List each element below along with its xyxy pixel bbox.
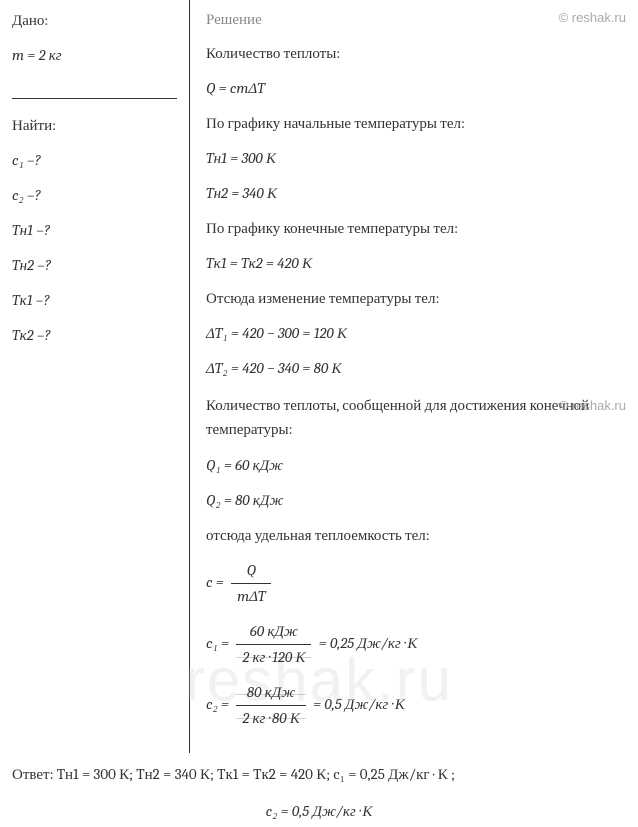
unknown-c1: c₁ –?: [12, 150, 177, 171]
c-formula-den: mΔT: [231, 584, 271, 607]
delta-label: Отсюда изменение температуры тел:: [206, 288, 622, 309]
final-temps-label: По графику конечные температуры тел:: [206, 218, 622, 239]
mass-value: m = 2 кг: [12, 45, 177, 66]
unknown-tn2: Tн2 –?: [12, 255, 177, 276]
c2-rhs: = 0,5 Дж/кг · К: [313, 695, 405, 713]
answer-line1: Ответ: Tн1 = 300 К; Tн2 = 340 К; Tк1 = T…: [0, 753, 638, 796]
unknown-tn1: Tн1 –?: [12, 220, 177, 241]
watermark-top: © reshak.ru: [559, 10, 626, 25]
c2-calc: c₂ = 80 кДж 2 кг · 80 К = 0,5 Дж/кг · К: [206, 682, 622, 729]
c1-num: 60 кДж: [236, 621, 311, 645]
find-label: Найти:: [12, 115, 177, 136]
dt1-value: ΔT₁ = 420 − 300 = 120 К: [206, 323, 622, 344]
q1-value: Q₁ = 60 кДж: [206, 455, 622, 476]
unknown-tk1: Tк1 –?: [12, 290, 177, 311]
c2-num: 80 кДж: [236, 682, 305, 706]
solution-column: Решение Количество теплоты: Q = cmΔT По …: [190, 0, 638, 753]
c2-lhs: c₂ =: [206, 695, 229, 713]
dt2-value: ΔT₂ = 420 − 340 = 80 К: [206, 358, 622, 379]
tn2-value: Tн2 = 340 К: [206, 183, 622, 204]
c1-calc: c₁ = 60 кДж 2 кг · 120 К = 0,25 Дж/кг · …: [206, 621, 622, 668]
initial-temps-label: По графику начальные температуры тел:: [206, 113, 622, 134]
watermark-middle: © reshak.ru: [559, 398, 626, 413]
c1-lhs: c₁ =: [206, 634, 229, 652]
formula-q: Q = cmΔT: [206, 78, 622, 99]
c1-rhs: = 0,25 Дж/кг · К: [319, 634, 418, 652]
c1-den: 2 кг · 120 К: [236, 645, 311, 668]
c-formula-lhs: c =: [206, 573, 224, 591]
specific-heat-label: отсюда удельная теплоемкость тел:: [206, 525, 622, 546]
unknown-tk2: Tк2 –?: [12, 325, 177, 346]
heat-qty-label: Количество теплоты:: [206, 43, 622, 64]
c-formula: c = Q mΔT: [206, 560, 622, 607]
q2-value: Q₂ = 80 кДж: [206, 490, 622, 511]
tk-value: Tк1 = Tк2 = 420 К: [206, 253, 622, 274]
tn1-value: Tн1 = 300 К: [206, 148, 622, 169]
given-label: Дано:: [12, 10, 177, 31]
answer-line2: c₂ = 0,5 Дж/кг · К: [0, 796, 638, 827]
given-column: Дано: m = 2 кг Найти: c₁ –? c₂ –? Tн1 –?…: [0, 0, 190, 753]
c-formula-num: Q: [231, 560, 271, 584]
unknown-c2: c₂ –?: [12, 185, 177, 206]
solution-layout: Дано: m = 2 кг Найти: c₁ –? c₂ –? Tн1 –?…: [0, 0, 638, 753]
c2-den: 2 кг · 80 К: [236, 706, 305, 729]
